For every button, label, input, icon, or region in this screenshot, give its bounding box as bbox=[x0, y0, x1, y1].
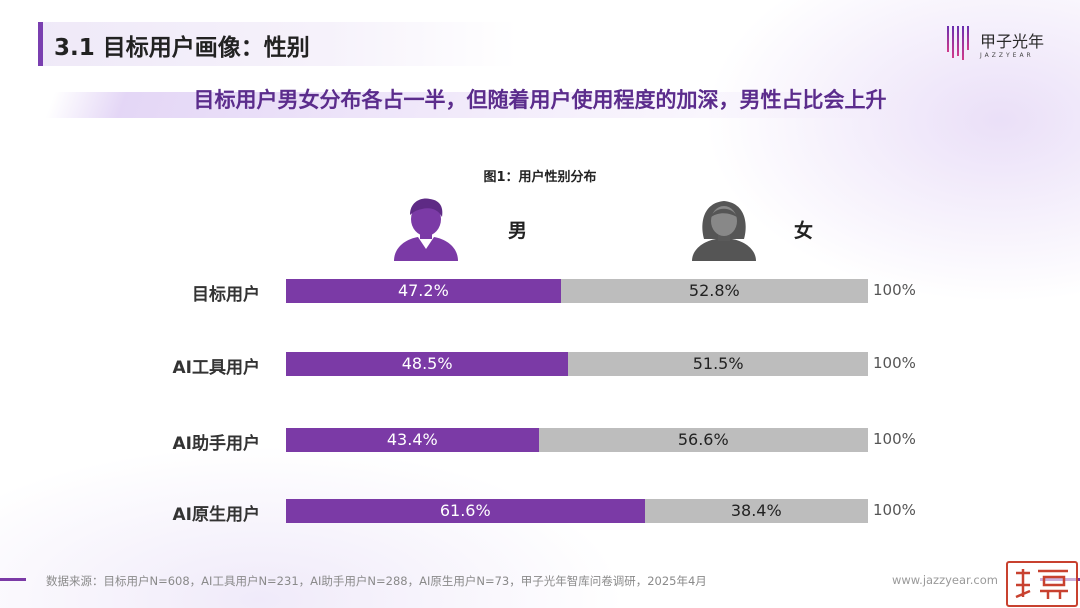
bar-male-ai-native-users bbox=[286, 499, 645, 523]
footer-accent-left bbox=[0, 578, 26, 581]
label-male-ai-assistant-users: 43.4% bbox=[386, 430, 438, 449]
brand-name-cn: 甲子光年 bbox=[980, 32, 1045, 51]
chart-title: 图1：用户性别分布 bbox=[483, 170, 597, 185]
title-accent bbox=[38, 22, 43, 66]
male-user-icon bbox=[394, 198, 458, 261]
row-label-ai-tool-users: AI工具用户 bbox=[172, 358, 260, 378]
title-bar bbox=[38, 22, 518, 66]
label-male-ai-tool-users: 48.5% bbox=[401, 354, 453, 373]
legend-male-label: 男 bbox=[508, 220, 528, 242]
row-label-ai-native-users: AI原生用户 bbox=[172, 505, 260, 525]
total-ai-tool-users: 100% bbox=[873, 354, 916, 372]
total-target-users: 100% bbox=[873, 281, 916, 299]
page-title: 3.1 目标用户画像：性别 bbox=[54, 35, 310, 61]
subtitle: 目标用户男女分布各占一半，但随着用户使用程度的加深，男性占比会上升 bbox=[193, 88, 887, 112]
data-source: 数据来源：目标用户N=608，AI工具用户N=231，AI助手用户N=288，A… bbox=[46, 574, 707, 588]
bar-male-ai-assistant-users bbox=[286, 428, 539, 452]
label-female-ai-tool-users: 51.5% bbox=[692, 354, 744, 373]
label-female-target-users: 52.8% bbox=[688, 281, 740, 300]
bar-female-ai-assistant-users bbox=[538, 428, 868, 452]
seal-stamp-icon bbox=[1006, 561, 1078, 607]
bar-female-target-users bbox=[560, 279, 868, 303]
jazzyear-logo-icon bbox=[947, 26, 969, 60]
label-female-ai-assistant-users: 56.6% bbox=[677, 430, 729, 449]
brand-name-en: JAZZYEAR bbox=[980, 52, 1034, 59]
total-ai-assistant-users: 100% bbox=[873, 430, 916, 448]
website-url[interactable]: www.jazzyear.com bbox=[892, 573, 998, 587]
legend-female-label: 女 bbox=[794, 220, 814, 242]
brand-logo: 甲子光年 JAZZYEAR bbox=[946, 20, 1056, 66]
row-label-target-users: 目标用户 bbox=[192, 285, 260, 305]
bar-male-ai-tool-users bbox=[286, 352, 569, 376]
female-user-icon bbox=[692, 201, 756, 261]
row-label-ai-assistant-users: AI助手用户 bbox=[172, 434, 260, 454]
bar-female-ai-tool-users bbox=[568, 352, 868, 376]
bar-female-ai-native-users bbox=[644, 499, 868, 523]
bar-male-target-users bbox=[286, 279, 561, 303]
total-ai-native-users: 100% bbox=[873, 501, 916, 519]
label-male-ai-native-users: 61.6% bbox=[439, 501, 491, 520]
label-male-target-users: 47.2% bbox=[397, 281, 449, 300]
label-female-ai-native-users: 38.4% bbox=[730, 501, 782, 520]
